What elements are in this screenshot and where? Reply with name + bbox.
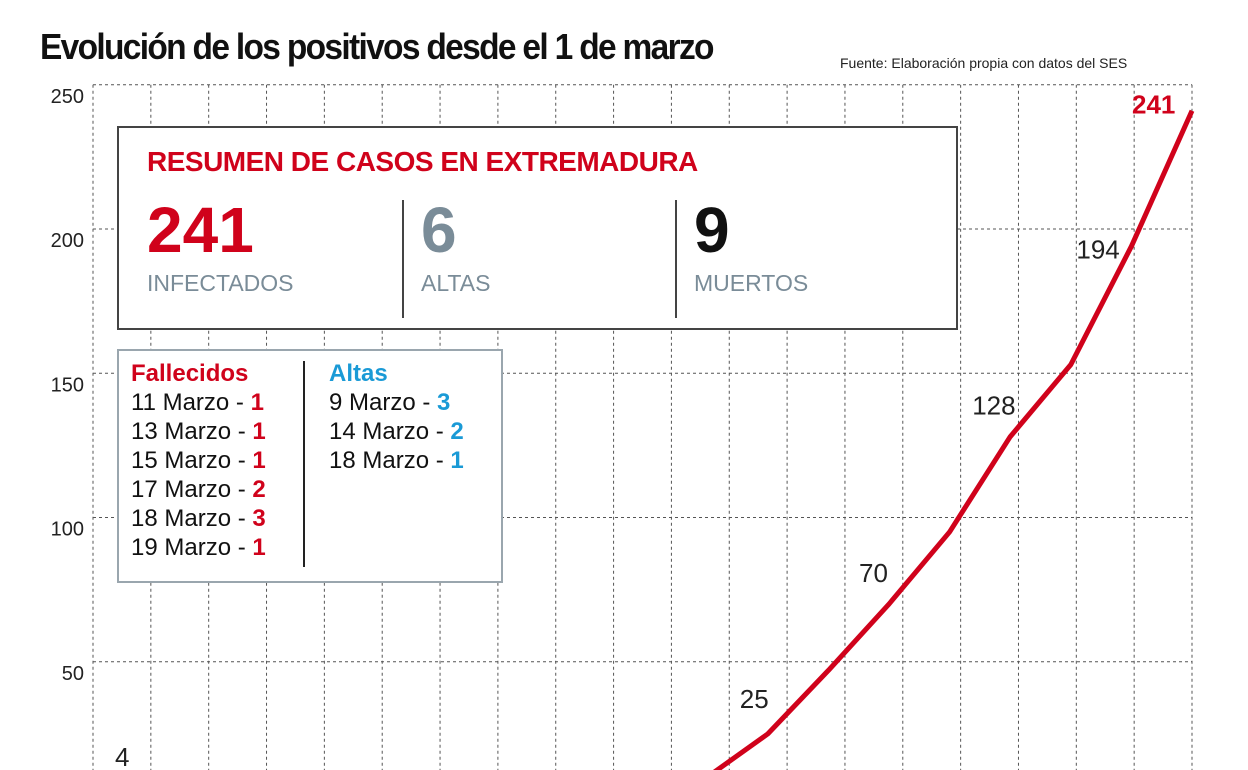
divider — [402, 200, 404, 318]
divider — [303, 361, 305, 567]
data-label: 128 — [972, 391, 1015, 421]
row-count: 3 — [252, 505, 266, 532]
row-date: 17 Marzo - — [131, 476, 253, 503]
y-tick-label: 200 — [51, 230, 84, 252]
data-label: 4 — [115, 742, 129, 770]
row-date: 19 Marzo - — [131, 534, 253, 561]
row-count: 2 — [252, 476, 266, 503]
divider — [675, 200, 677, 318]
stat-label: ALTAS — [421, 270, 491, 296]
altas-title: Altas — [329, 360, 388, 387]
data-label: 194 — [1076, 234, 1119, 264]
summary-heading: RESUMEN DE CASOS EN EXTREMADURA — [147, 146, 698, 177]
y-axis-ticks: 50 100 150 200 250 — [51, 86, 84, 685]
legend-row: 17 Marzo - 2 — [131, 475, 266, 504]
stat-value: 9 — [694, 194, 730, 266]
deaths-discharges-box: Fallecidos 11 Marzo - 1 13 Marzo - 1 15 Ma… — [117, 349, 503, 583]
y-tick-label: 250 — [51, 86, 84, 108]
stat-label: MUERTOS — [694, 270, 809, 296]
row-count: 1 — [252, 418, 266, 445]
row-date: 18 Marzo - — [329, 447, 451, 474]
stat-muertos: 9 MUERTOS — [694, 198, 808, 297]
row-count: 3 — [437, 389, 451, 416]
legend-row: 15 Marzo - 1 — [131, 446, 266, 475]
stat-altas: 6 ALTAS — [421, 198, 490, 297]
y-tick-label: 50 — [62, 663, 84, 685]
stat-infectados: 241 INFECTADOS — [147, 198, 294, 297]
chart-title: Evolución de los positivos desde el 1 de… — [40, 26, 714, 67]
summary-box: RESUMEN DE CASOS EN EXTREMADURA 241 INFE… — [117, 126, 958, 330]
row-date: 9 Marzo - — [329, 389, 438, 416]
row-count: 1 — [250, 389, 264, 416]
stat-value: 6 — [421, 194, 457, 266]
row-count: 1 — [450, 447, 464, 474]
source-note: Fuente: Elaboración propia con datos del… — [840, 55, 1128, 71]
row-count: 1 — [252, 447, 266, 474]
row-count: 2 — [450, 418, 464, 445]
legend-row: 18 Marzo - 3 — [131, 504, 266, 533]
y-tick-label: 100 — [51, 519, 84, 541]
row-date: 11 Marzo - — [131, 389, 251, 416]
row-date: 14 Marzo - — [329, 418, 451, 445]
data-label: 70 — [859, 558, 888, 588]
legend-row: 14 Marzo - 2 — [329, 417, 464, 446]
legend-row: 19 Marzo - 1 — [131, 533, 266, 562]
row-date: 18 Marzo - — [131, 505, 253, 532]
fallecidos-title: Fallecidos — [131, 360, 249, 387]
data-label: 241 — [1132, 90, 1175, 120]
data-labels: 4 25 70 128 194 241 — [115, 90, 1175, 770]
legend-row: 13 Marzo - 1 — [131, 417, 266, 446]
stat-value: 241 — [147, 194, 254, 266]
stat-label: INFECTADOS — [147, 270, 294, 296]
y-tick-label: 150 — [51, 374, 84, 396]
legend-row: 18 Marzo - 1 — [329, 446, 464, 475]
row-date: 13 Marzo - — [131, 418, 253, 445]
row-date: 15 Marzo - — [131, 447, 253, 474]
fallecidos-list: Fallecidos 11 Marzo - 1 13 Marzo - 1 15 Ma… — [131, 359, 266, 562]
row-count: 1 — [252, 534, 266, 561]
altas-list: Altas 9 Marzo - 3 14 Marzo - 2 18 Marzo - … — [329, 359, 464, 475]
data-label: 25 — [740, 684, 769, 714]
legend-row: 9 Marzo - 3 — [329, 388, 464, 417]
legend-row: 11 Marzo - 1 — [131, 388, 266, 417]
series-line — [712, 109, 1195, 770]
